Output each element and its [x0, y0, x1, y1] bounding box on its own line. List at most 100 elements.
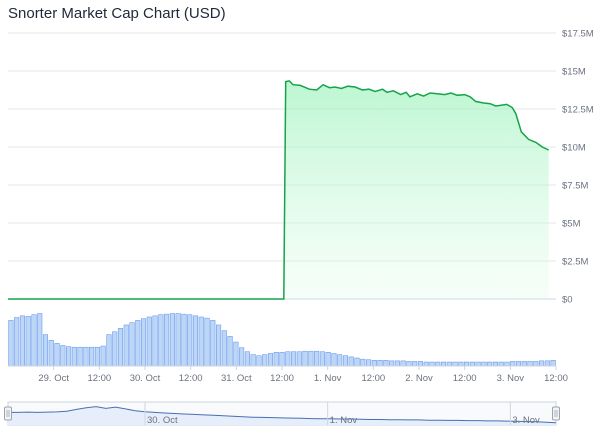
- volume-bar: [54, 342, 60, 367]
- volume-bar: [550, 360, 556, 367]
- volume-bar: [135, 320, 141, 367]
- volume-bar: [164, 313, 170, 367]
- volume-bar: [417, 361, 423, 367]
- volume-bar: [377, 360, 383, 367]
- volume-bar: [175, 313, 181, 367]
- volume-bar: [8, 320, 14, 367]
- y-tick-label: $12.5M: [562, 105, 594, 116]
- volume-bar: [250, 354, 256, 367]
- y-tick-label: $0: [562, 295, 573, 306]
- volume-bar: [129, 322, 135, 367]
- volume-bar: [331, 353, 337, 367]
- volume-bar: [106, 334, 112, 367]
- volume-bar: [337, 354, 343, 367]
- volume-bar: [181, 313, 187, 367]
- x-tick-label: 12:00: [453, 373, 477, 384]
- volume-bar: [233, 341, 239, 367]
- navigator-label: 1. Nov: [330, 415, 358, 426]
- x-tick-label: 12:00: [270, 373, 294, 384]
- market-cap-area: [8, 80, 550, 300]
- volume-bar: [400, 360, 406, 367]
- volume-bar: [158, 314, 164, 367]
- volume-bar: [291, 351, 297, 367]
- volume-bar: [83, 346, 89, 367]
- volume-bar: [100, 345, 106, 367]
- volume-bar: [31, 314, 37, 367]
- x-tick-label: 12:00: [361, 373, 385, 384]
- volume-bar: [435, 361, 441, 367]
- volume-bar: [77, 346, 83, 367]
- volume-bar: [256, 355, 262, 367]
- x-tick-label: 1. Nov: [314, 373, 342, 384]
- volume-bar: [464, 361, 470, 367]
- volume-bar: [365, 359, 372, 367]
- x-axis-labels: 29. Oct 12:00 30. Oct 12:00 31. Oct 12:00 1. N…: [38, 366, 568, 384]
- volume-bar: [37, 313, 43, 367]
- volume-bar: [348, 356, 354, 367]
- navigator-label: 3. Nov: [512, 415, 540, 426]
- volume-bar: [515, 361, 522, 367]
- y-tick-label: $5M: [562, 219, 581, 230]
- volume-bar: [285, 351, 291, 367]
- volume-bar: [204, 317, 210, 367]
- volume-bar: [273, 352, 279, 367]
- volume-bar: [423, 361, 429, 367]
- x-tick-label: 29. Oct: [38, 373, 69, 384]
- volume-bar: [42, 334, 49, 367]
- market-cap-fill: [8, 80, 549, 300]
- volume-bar: [279, 352, 285, 367]
- volume-bar: [469, 361, 475, 367]
- volume-bar: [262, 354, 268, 367]
- y-tick-label: $15M: [562, 67, 586, 78]
- volume-bar: [89, 346, 95, 367]
- volume-bar: [429, 361, 435, 367]
- volume-bar: [412, 361, 418, 367]
- volume-bar: [14, 317, 20, 367]
- x-tick-label: 30. Oct: [130, 373, 161, 384]
- volume-bar: [383, 360, 389, 367]
- volume-bar: [533, 361, 539, 367]
- volume-bar: [48, 340, 54, 367]
- volume-bar: [539, 360, 545, 367]
- volume-bar: [342, 355, 348, 367]
- volume-bar: [94, 346, 100, 367]
- y-tick-label: $17.5M: [562, 29, 594, 40]
- volume-bar: [406, 361, 412, 367]
- volume-bar: [267, 353, 273, 367]
- volume-bars: [8, 313, 556, 367]
- volume-bar: [458, 361, 464, 367]
- volume-bar: [504, 361, 510, 367]
- navigator-left-handle[interactable]: [4, 406, 12, 421]
- volume-bar: [360, 358, 366, 367]
- volume-bar: [527, 361, 533, 367]
- x-tick-label: 31. Oct: [221, 373, 252, 384]
- volume-bar: [152, 315, 158, 367]
- volume-bar: [308, 350, 314, 367]
- volume-bar: [187, 314, 193, 367]
- volume-bar: [314, 350, 320, 367]
- y-tick-label: $10M: [562, 143, 586, 154]
- volume-bar: [371, 360, 377, 367]
- navigator[interactable]: 30. Oct 1. Nov 3. Nov: [4, 401, 560, 426]
- volume-bar: [123, 324, 129, 367]
- navigator-right-handle[interactable]: [552, 406, 560, 421]
- chart-title: Snorter Market Cap Chart (USD): [8, 5, 226, 22]
- volume-bar: [141, 318, 147, 367]
- volume-bar: [244, 351, 250, 367]
- volume-bar: [296, 351, 302, 367]
- volume-bar: [112, 331, 118, 367]
- volume-bar: [510, 361, 516, 367]
- market-cap-line: [8, 80, 550, 300]
- volume-bar: [492, 361, 498, 367]
- volume-bar: [446, 361, 452, 367]
- volume-bar: [210, 320, 216, 367]
- volume-bar: [192, 315, 199, 367]
- volume-bar: [440, 361, 447, 367]
- volume-bar: [60, 345, 66, 367]
- x-tick-label: 12:00: [544, 373, 568, 384]
- volume-bar: [146, 316, 152, 367]
- volume-bar: [302, 350, 308, 367]
- x-tick-label: 2. Nov: [405, 373, 433, 384]
- navigator-label: 30. Oct: [147, 415, 178, 426]
